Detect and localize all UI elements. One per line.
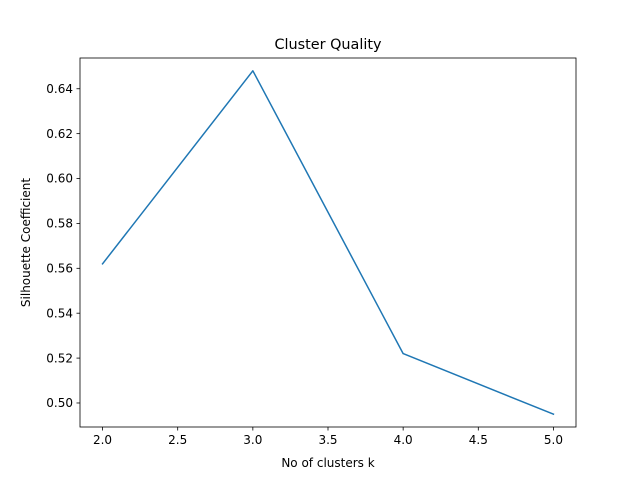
y-tick-label: 0.54 [46,306,73,320]
y-axis-ticks: 0.50 0.52 0.54 0.56 0.58 0.60 0.62 0.64 [46,82,80,410]
x-tick-label: 4.0 [394,433,413,447]
y-axis-label: Silhouette Coefficient [19,178,33,307]
y-tick-label: 0.60 [46,172,73,186]
y-tick-label: 0.58 [46,217,73,231]
y-tick-label: 0.62 [46,127,73,141]
x-axis-label: No of clusters k [281,456,374,470]
x-tick-label: 2.0 [93,433,112,447]
x-axis-ticks: 2.0 2.5 3.0 3.5 4.0 4.5 5.0 [93,427,563,447]
x-tick-label: 2.5 [168,433,187,447]
y-tick-label: 0.52 [46,351,73,365]
y-tick-label: 0.64 [46,82,73,96]
x-tick-label: 4.5 [469,433,488,447]
series-line [101,70,555,416]
y-tick-label: 0.50 [46,396,73,410]
plot-area-frame [79,57,577,428]
y-tick-label: 0.56 [46,262,73,276]
x-tick-label: 3.5 [318,433,337,447]
x-tick-label: 5.0 [544,433,563,447]
x-tick-label: 3.0 [243,433,262,447]
series-layer [101,70,555,416]
chart-title: Cluster Quality [274,37,382,53]
